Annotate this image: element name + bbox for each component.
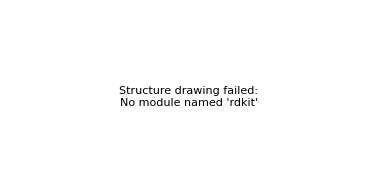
Text: Structure drawing failed:
No module named 'rdkit': Structure drawing failed: No module name… bbox=[119, 86, 258, 108]
